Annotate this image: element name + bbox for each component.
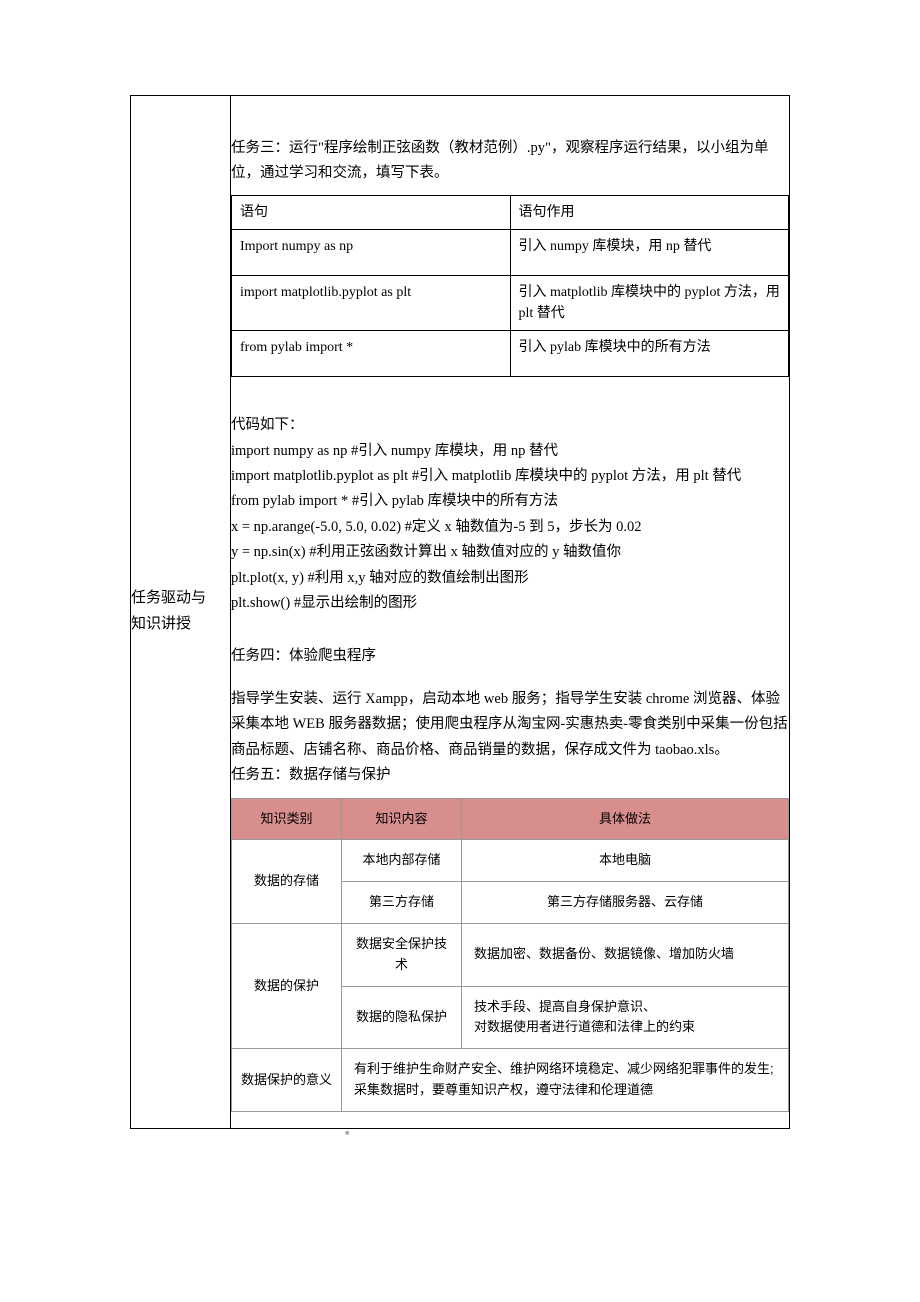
stmt-cell: Import numpy as np [232, 230, 511, 276]
page-marker: ■ [130, 1129, 790, 1137]
knowledge-table: 知识类别 知识内容 具体做法 数据的存储 本地内部存储 本地电脑 第三方存储 第… [231, 798, 789, 1112]
effect-cell: 引入 numpy 库模块，用 np 替代 [510, 230, 789, 276]
kt-header-category: 知识类别 [232, 798, 342, 840]
code-line: plt.plot(x, y) #利用 x,y 轴对应的数值绘制出图形 [231, 566, 789, 591]
section-label-cell: 任务驱动与 知识讲授 [131, 96, 231, 1129]
kt-cell: 第三方存储服务器、云存储 [462, 882, 789, 924]
stmt-cell: from pylab import * [232, 331, 511, 377]
section-label-line1: 任务驱动与 [131, 590, 206, 606]
kt-cell: 本地内部存储 [342, 840, 462, 882]
kt-storage-label: 数据的存储 [232, 840, 342, 924]
code-line: plt.show() #显示出绘制的图形 [231, 591, 789, 616]
code-title: 代码如下： [231, 413, 789, 438]
kt-protect-label: 数据的保护 [232, 924, 342, 1049]
bottom-spacer [231, 1112, 789, 1128]
kt-cell: 数据加密、数据备份、数据镜像、增加防火墙 [462, 924, 789, 987]
code-line: y = np.sin(x) #利用正弦函数计算出 x 轴数值对应的 y 轴数值你 [231, 540, 789, 565]
task5-title: 任务五：数据存储与保护 [231, 763, 789, 788]
task4-desc: 指导学生安装、运行 Xampp，启动本地 web 服务；指导学生安装 chrom… [231, 687, 789, 763]
code-line: import numpy as np #引入 numpy 库模块，用 np 替代 [231, 439, 789, 464]
content-cell: 任务三：运行"程序绘制正弦函数（教材范例）.py"，观察程序运行结果，以小组为单… [231, 96, 790, 1129]
code-section: 代码如下： import numpy as np #引入 numpy 库模块，用… [231, 413, 789, 616]
task3-intro: 任务三：运行"程序绘制正弦函数（教材范例）.py"，观察程序运行结果，以小组为单… [231, 136, 789, 185]
code-line: import matplotlib.pyplot as plt #引入 matp… [231, 464, 789, 489]
effect-cell: 引入 pylab 库模块中的所有方法 [510, 331, 789, 377]
kt-cell: 数据安全保护技术 [342, 924, 462, 987]
code-line: x = np.arange(-5.0, 5.0, 0.02) #定义 x 轴数值… [231, 515, 789, 540]
top-spacer [231, 96, 789, 136]
section-label-line2: 知识讲授 [131, 616, 191, 632]
th-statement: 语句 [232, 196, 511, 230]
lesson-plan-table: 任务驱动与 知识讲授 任务三：运行"程序绘制正弦函数（教材范例）.py"，观察程… [130, 95, 790, 1129]
code-line: from pylab import * #引入 pylab 库模块中的所有方法 [231, 489, 789, 514]
stmt-cell: import matplotlib.pyplot as plt [232, 276, 511, 331]
kt-header-method: 具体做法 [462, 798, 789, 840]
kt-cell: 数据的隐私保护 [342, 986, 462, 1049]
task4-title: 任务四：体验爬虫程序 [231, 644, 789, 669]
kt-cell: 第三方存储 [342, 882, 462, 924]
effect-cell: 引入 matplotlib 库模块中的 pyplot 方法，用 plt 替代 [510, 276, 789, 331]
kt-header-content: 知识内容 [342, 798, 462, 840]
statement-table: 语句 语句作用 Import numpy as np 引入 numpy 库模块，… [231, 195, 789, 377]
kt-cell: 技术手段、提高自身保护意识、 对数据使用者进行道德和法律上的约束 [462, 986, 789, 1049]
kt-meaning-cell: 有利于维护生命财产安全、维护网络环境稳定、减少网络犯罪事件的发生; 采集数据时，… [342, 1049, 789, 1112]
kt-cell: 本地电脑 [462, 840, 789, 882]
kt-meaning-label: 数据保护的意义 [232, 1049, 342, 1112]
th-effect: 语句作用 [510, 196, 789, 230]
